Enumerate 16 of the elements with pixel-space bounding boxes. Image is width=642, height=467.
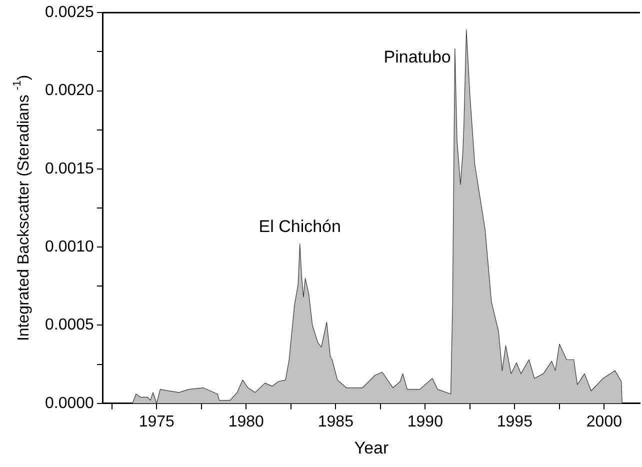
y-tick-label: 0.0020 xyxy=(45,82,94,100)
x-tick-label: 1975 xyxy=(138,413,175,430)
annotation: Pinatubo xyxy=(384,48,451,67)
x-tick-label: 2000 xyxy=(586,413,622,430)
x-axis-title: Year xyxy=(354,438,389,458)
x-tick-label: 1990 xyxy=(407,413,444,430)
x-tick-label: 1985 xyxy=(318,413,354,430)
y-axis-title: Integrated Backscatter (Steradians -1) xyxy=(12,74,32,342)
x-tick-label: 1995 xyxy=(496,413,533,430)
y-tick-label: 0.0005 xyxy=(45,316,94,334)
y-tick-label: 0.0000 xyxy=(45,394,94,412)
x-tick-label: 1980 xyxy=(228,413,264,430)
y-tick-label: 0.0010 xyxy=(45,238,94,256)
annotation: El Chichón xyxy=(258,217,341,236)
y-tick-label: 0.0025 xyxy=(45,4,94,22)
y-tick-label: 0.0015 xyxy=(45,160,94,178)
